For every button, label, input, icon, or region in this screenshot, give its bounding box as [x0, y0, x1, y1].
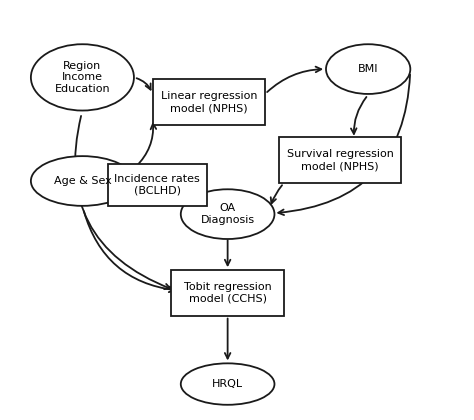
Text: Incidence rates
(BCLHD): Incidence rates (BCLHD) [115, 174, 200, 196]
FancyBboxPatch shape [108, 164, 207, 206]
Text: BMI: BMI [358, 64, 378, 74]
Ellipse shape [31, 156, 134, 206]
Text: HRQL: HRQL [212, 379, 243, 389]
Ellipse shape [181, 363, 274, 405]
FancyBboxPatch shape [153, 79, 265, 125]
Ellipse shape [31, 44, 134, 110]
Ellipse shape [326, 44, 410, 94]
Text: Linear regression
model (NPHS): Linear regression model (NPHS) [161, 92, 257, 113]
Text: OA
Diagnosis: OA Diagnosis [201, 203, 255, 225]
Text: Region
Income
Education: Region Income Education [55, 61, 110, 94]
Ellipse shape [181, 189, 274, 239]
Text: Survival regression
model (NPHS): Survival regression model (NPHS) [287, 150, 393, 171]
Text: Age & Sex: Age & Sex [54, 176, 111, 186]
FancyBboxPatch shape [279, 137, 401, 183]
FancyBboxPatch shape [172, 270, 284, 316]
Text: Tobit regression
model (CCHS): Tobit regression model (CCHS) [184, 282, 272, 304]
